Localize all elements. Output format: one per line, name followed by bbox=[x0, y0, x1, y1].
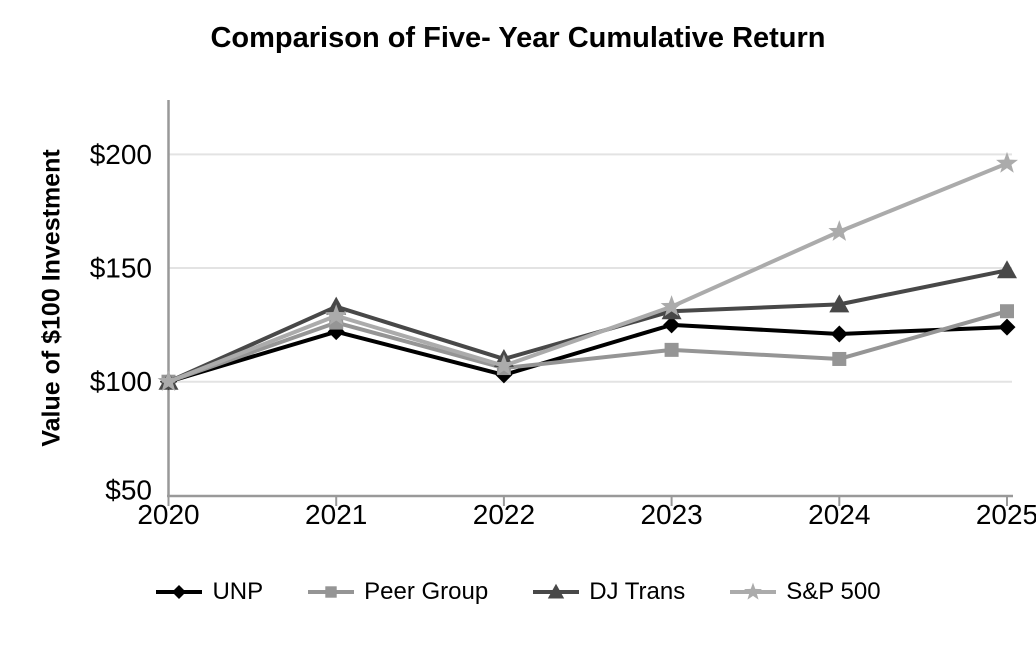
x-axis-tick-label: 2023 bbox=[640, 499, 702, 530]
series-line-s-p-500 bbox=[167, 161, 1008, 384]
y-axis-tick-label: $150 bbox=[90, 253, 152, 284]
legend-swatch-unp bbox=[156, 585, 203, 599]
legend-label-peer-group: Peer Group bbox=[364, 578, 489, 605]
marker-peer-group-2024 bbox=[832, 351, 847, 366]
legend-swatch-dj-trans bbox=[533, 583, 580, 599]
marker-dj-trans-2025 bbox=[997, 260, 1017, 279]
series-line-unp bbox=[167, 322, 1008, 384]
diamond-marker bbox=[172, 585, 187, 599]
star-marker bbox=[744, 582, 763, 600]
marker-peer-group-2025 bbox=[1000, 304, 1014, 319]
legend-label-unp: UNP bbox=[212, 578, 264, 605]
x-axis-tick-label: 2025 bbox=[976, 499, 1036, 530]
marker-unp-2023 bbox=[663, 316, 681, 334]
marker-s-p-500-2022 bbox=[492, 354, 515, 376]
legend-label-s-p-500: S&P 500 bbox=[786, 578, 881, 605]
series-line-peer-group bbox=[167, 309, 1008, 384]
legend-item-s-p-500: S&P 500 bbox=[729, 578, 881, 606]
legend-item-peer-group: Peer Group bbox=[307, 578, 488, 606]
marker-dj-trans-2024 bbox=[829, 294, 850, 313]
legend-swatch-peer-group bbox=[308, 586, 355, 598]
marker-s-p-500-2023 bbox=[660, 295, 683, 316]
legend-label-dj-trans: DJ Trans bbox=[589, 578, 686, 605]
marker-s-p-500-2024 bbox=[828, 220, 851, 241]
marker-peer-group-2023 bbox=[664, 342, 679, 357]
marker-unp-2021 bbox=[327, 323, 345, 341]
marker-unp-2024 bbox=[830, 325, 848, 343]
y-axis-tick-label: $100 bbox=[90, 366, 152, 397]
x-axis-tick-label: 2020 bbox=[137, 499, 199, 530]
x-axis-tick-label: 2021 bbox=[305, 499, 367, 530]
legend-item-unp: UNP bbox=[155, 578, 263, 606]
y-axis-tick-label: $50 bbox=[105, 474, 152, 505]
square-marker bbox=[325, 586, 337, 598]
marker-s-p-500-2021 bbox=[325, 304, 348, 326]
legend-swatch-s-p-500 bbox=[730, 582, 777, 600]
plot-area: 2020 2021 2022 2023 2024 2025 $50 $100 $150 $200 bbox=[90, 100, 1036, 530]
legend-item-dj-trans: DJ Trans bbox=[532, 578, 685, 606]
marker-unp-2025 bbox=[998, 318, 1016, 336]
series-line-dj-trans bbox=[167, 268, 1008, 384]
y-axis-tick-label: $200 bbox=[90, 139, 152, 170]
x-axis-tick-label: 2024 bbox=[808, 499, 870, 530]
chart-title: Comparison of Five- Year Cumulative Retu… bbox=[210, 22, 826, 54]
chart-legend: UNP Peer Group DJ Trans S&P 500 bbox=[0, 578, 1036, 606]
x-axis-tick-label: 2022 bbox=[473, 499, 535, 530]
marker-s-p-500-2025 bbox=[996, 151, 1018, 173]
triangle-marker bbox=[548, 583, 565, 599]
marker-s-p-500-2020 bbox=[157, 370, 180, 392]
